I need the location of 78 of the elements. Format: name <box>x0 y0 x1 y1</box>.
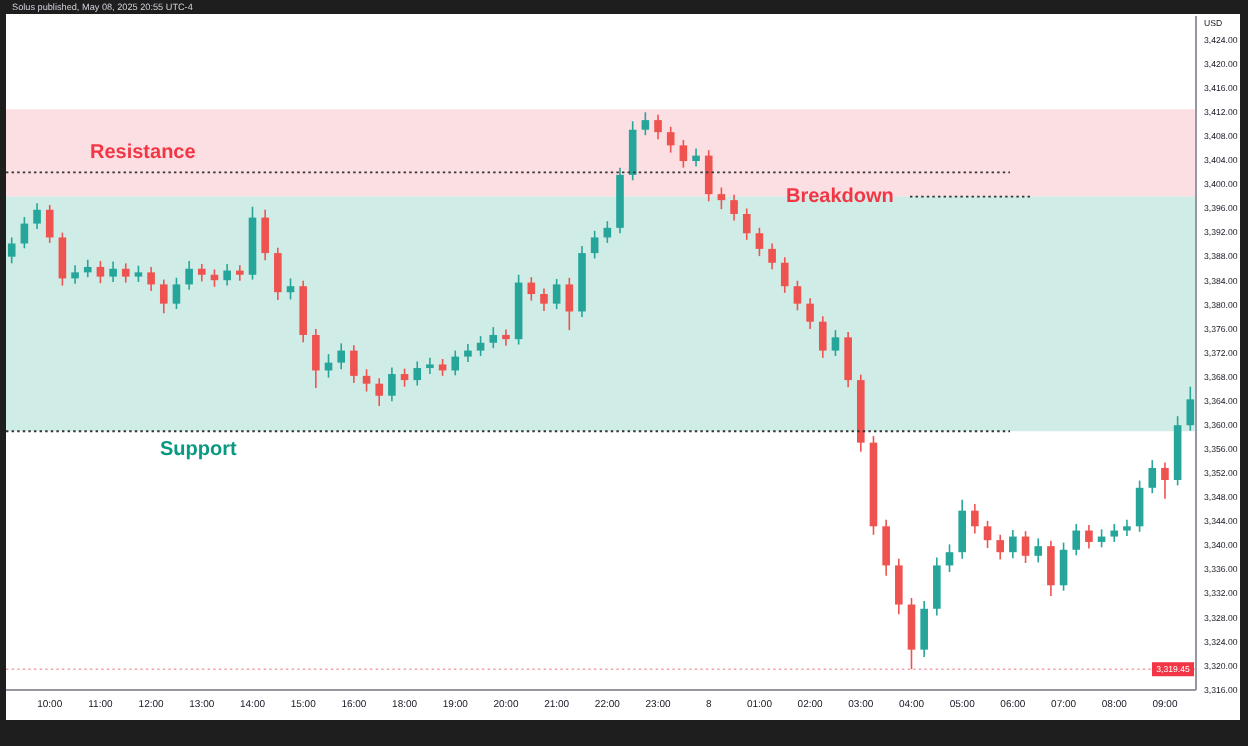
candlestick <box>223 263 231 287</box>
candlestick <box>1021 530 1030 564</box>
candlestick <box>983 520 992 549</box>
candlestick <box>451 349 460 377</box>
candlestick <box>730 193 738 222</box>
candlestick <box>1110 523 1119 543</box>
candlestick <box>654 113 662 141</box>
candlestick <box>1085 524 1093 550</box>
candlestick <box>806 297 814 330</box>
candlestick <box>780 256 789 294</box>
candlestick <box>121 262 130 284</box>
candlestick <box>489 326 498 349</box>
candlestick <box>818 315 827 359</box>
candlestick <box>831 329 840 357</box>
candlestick <box>286 277 295 301</box>
candlestick <box>679 139 688 169</box>
candlestick <box>793 279 802 312</box>
candlestick <box>768 242 776 271</box>
candlestick <box>45 204 54 244</box>
candlestick <box>464 343 472 363</box>
candlestick <box>502 328 510 347</box>
candlestick <box>641 111 650 136</box>
candlestick <box>527 276 536 302</box>
candlestick <box>971 503 979 535</box>
candlestick <box>337 342 345 371</box>
candlestick <box>312 328 320 389</box>
candlestick <box>109 260 117 283</box>
ref-line-label: Resistance <box>90 142 197 165</box>
candlestick <box>261 208 269 262</box>
candlestick <box>717 186 726 210</box>
candlestick <box>1135 479 1144 533</box>
candlestick <box>945 543 954 573</box>
candlestick <box>704 149 713 203</box>
candlestick <box>552 278 561 310</box>
candlestick <box>882 518 890 577</box>
candlestick <box>540 287 548 312</box>
candlestick <box>1034 537 1043 564</box>
candlestick <box>388 366 396 402</box>
candlestick <box>274 246 282 301</box>
candlestick <box>628 120 637 182</box>
candlestick <box>71 264 79 285</box>
candlestick <box>147 266 155 292</box>
candlestick <box>692 147 700 168</box>
candlestick <box>895 558 903 615</box>
candlestick <box>920 600 928 658</box>
candlestick <box>362 368 371 393</box>
candlestick <box>742 207 751 241</box>
candlestick <box>96 260 105 284</box>
candlestick <box>590 230 599 260</box>
candlestick <box>1072 523 1081 556</box>
candlestick <box>1059 541 1068 592</box>
candlestick <box>58 231 67 287</box>
candlestick <box>755 227 764 257</box>
candlestick <box>426 357 434 375</box>
candlestick <box>185 260 193 291</box>
candlestick <box>844 331 852 389</box>
candlestick <box>350 344 358 384</box>
candlestick <box>1161 461 1169 500</box>
candlestick <box>996 533 1004 561</box>
candlestick <box>236 264 244 282</box>
candlestick <box>172 276 181 310</box>
ref-line-label: Support <box>160 439 238 462</box>
candlestick <box>907 597 916 671</box>
candlestick <box>413 360 422 387</box>
candlestick <box>7 236 16 265</box>
candlestick <box>159 278 168 315</box>
candlestick <box>476 335 485 357</box>
ref-line-label: Breakdown <box>786 185 894 208</box>
candlestick <box>565 276 574 331</box>
candlestick <box>33 202 41 230</box>
candlestick <box>1148 459 1157 495</box>
candlestick <box>958 499 966 560</box>
candlestick <box>375 377 384 407</box>
candlestick <box>400 367 409 388</box>
candlestick <box>666 125 675 154</box>
candlestick <box>1047 539 1055 597</box>
candlestick <box>933 556 941 617</box>
candlestick <box>1009 529 1017 560</box>
